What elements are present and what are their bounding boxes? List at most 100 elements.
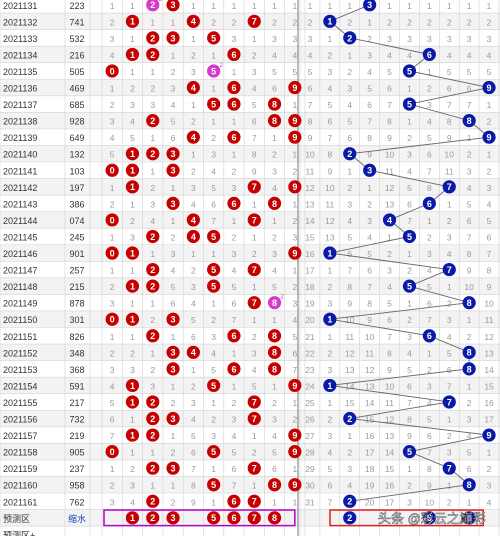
trend-miss-count: 4: [427, 398, 432, 408]
digit-ball-label: 8: [272, 116, 277, 126]
trend-ball: [363, 163, 377, 177]
trend-miss-count: 4: [367, 67, 372, 77]
miss-count: 4: [232, 266, 237, 276]
trend-ball-label: 2: [347, 414, 352, 424]
row-background: [0, 162, 500, 179]
digit-ball-label: 3: [171, 464, 176, 474]
trend-ball-label: 6: [427, 50, 432, 60]
miss-count: 3: [232, 249, 237, 259]
miss-count: 3: [292, 34, 297, 44]
trend-miss-count: 4: [447, 332, 452, 342]
miss-count: 2: [130, 464, 135, 474]
miss-count: 1: [232, 67, 237, 77]
digit-ball-label: 2: [150, 414, 155, 424]
digit-ball-label: 6: [231, 199, 236, 209]
trend-miss-count: 2: [427, 17, 432, 27]
trend-miss-count: 3: [327, 67, 332, 77]
digit-ball: [247, 14, 261, 28]
trend-miss-count: 18: [305, 282, 315, 292]
digit-ball: [146, 279, 160, 293]
miss-count: 1: [171, 332, 176, 342]
miss-count: 1: [211, 249, 216, 259]
trend-miss-count: 8: [347, 282, 352, 292]
miss-count: 4: [191, 299, 196, 309]
period-label: 2021147: [3, 266, 37, 276]
miss-count: 1: [211, 497, 216, 507]
trend-miss-count: 6: [347, 133, 352, 143]
miss-count: 3: [110, 365, 115, 375]
miss-count: 1: [292, 266, 297, 276]
trend-miss-count: 1: [487, 448, 492, 458]
trend-miss-count: 2: [447, 216, 452, 226]
trend-miss-count: 6: [407, 381, 412, 391]
trend-miss-count: 10: [305, 150, 315, 160]
digit-ball-label: 7: [252, 298, 257, 308]
trend-miss-count: 3: [327, 299, 332, 309]
trend-miss-count: 1: [327, 332, 332, 342]
miss-count: 1: [171, 431, 176, 441]
miss-count: 7: [110, 431, 115, 441]
trend-miss-count: 9: [367, 315, 372, 325]
trend-miss-count: 7: [427, 315, 432, 325]
miss-count: 1: [150, 166, 155, 176]
miss-count: 5: [252, 381, 257, 391]
trend-miss-count: 1: [467, 315, 472, 325]
miss-count: 1: [211, 398, 216, 408]
trend-miss-count: 2: [407, 315, 412, 325]
trend-ball: [323, 14, 337, 28]
digit-ball: [227, 196, 241, 210]
number-label: 257: [69, 266, 84, 276]
trend-miss-count: 18: [365, 464, 375, 474]
digit-ball: [247, 213, 261, 227]
trend-ball: [442, 395, 456, 409]
trend-miss-count: 2: [467, 150, 472, 160]
digit-ball: [247, 461, 261, 475]
miss-count: 4: [272, 183, 277, 193]
miss-count: 1: [130, 266, 135, 276]
forecast-digit-ball: [207, 511, 221, 525]
digit-ball: [267, 114, 282, 128]
trend-miss-count: 2: [407, 17, 412, 27]
trend-miss-count: 3: [407, 497, 412, 507]
trend-miss-count: 1: [447, 282, 452, 292]
digit-ball-label: 3: [171, 149, 176, 159]
digit-ball-label: 7: [252, 182, 257, 192]
miss-count: 2: [211, 415, 216, 425]
digit-ball-label: 8: [272, 331, 277, 341]
digit-ball-label: 7: [252, 215, 257, 225]
number-label: 905: [69, 448, 84, 458]
miss-count: 3: [130, 100, 135, 110]
digit-ball: [125, 378, 140, 393]
miss-count: 4: [211, 348, 216, 358]
miss-count: 4: [232, 431, 237, 441]
miss-count: 1: [130, 199, 135, 209]
trend-miss-count: 11: [345, 332, 354, 342]
trend-ball-label: 4: [387, 215, 392, 225]
digit-ball: [186, 80, 200, 95]
forecast-digit-label: 7: [252, 513, 257, 523]
digit-ball: [105, 213, 119, 227]
trend-miss-count: 7: [387, 100, 392, 110]
miss-count: 1: [110, 232, 115, 242]
trend-miss-count: 3: [447, 448, 452, 458]
trend-miss-count: 4: [327, 448, 332, 458]
digit-ball: [267, 196, 282, 210]
trend-ball-label: 8: [467, 116, 472, 126]
digit-ball-label: 6: [231, 50, 236, 60]
trend-miss-count: 1: [387, 232, 392, 242]
trend-miss-count: 3: [487, 481, 492, 491]
trend-miss-count: 7: [308, 100, 313, 110]
digit-ball-label: 2: [150, 464, 155, 474]
miss-count: 1: [171, 183, 176, 193]
trend-miss-count: 4: [487, 497, 492, 507]
trend-ball-label: 1: [327, 381, 332, 391]
trend-miss-count: 2: [447, 431, 452, 441]
trend-miss-count: 6: [487, 232, 492, 242]
miss-count: 1: [252, 431, 257, 441]
forecast-trend-label: 8: [467, 513, 472, 523]
miss-count: 1: [252, 315, 257, 325]
miss-count: 1: [130, 299, 135, 309]
miss-count: 1: [232, 216, 237, 226]
miss-count: 1: [232, 1, 237, 11]
digit-ball-label: 9: [292, 381, 297, 391]
